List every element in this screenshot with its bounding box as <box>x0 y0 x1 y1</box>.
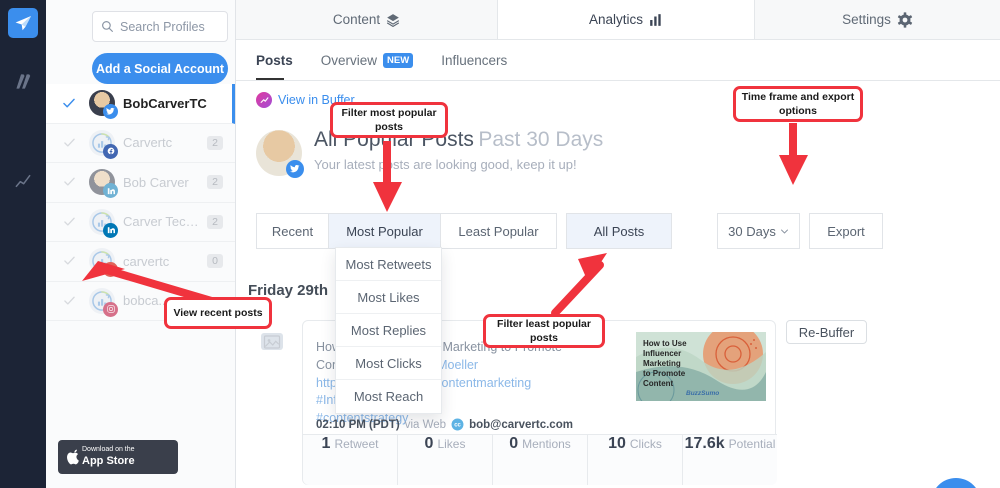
svg-text:Influencer: Influencer <box>643 349 681 358</box>
svg-text:How to Use: How to Use <box>643 339 687 348</box>
svg-text:cc: cc <box>454 423 461 429</box>
svg-text:Content: Content <box>643 379 674 388</box>
svg-text:to Promote: to Promote <box>643 369 686 378</box>
svg-text:Marketing: Marketing <box>643 359 681 368</box>
svg-text:BuzzSumo: BuzzSumo <box>686 390 719 397</box>
